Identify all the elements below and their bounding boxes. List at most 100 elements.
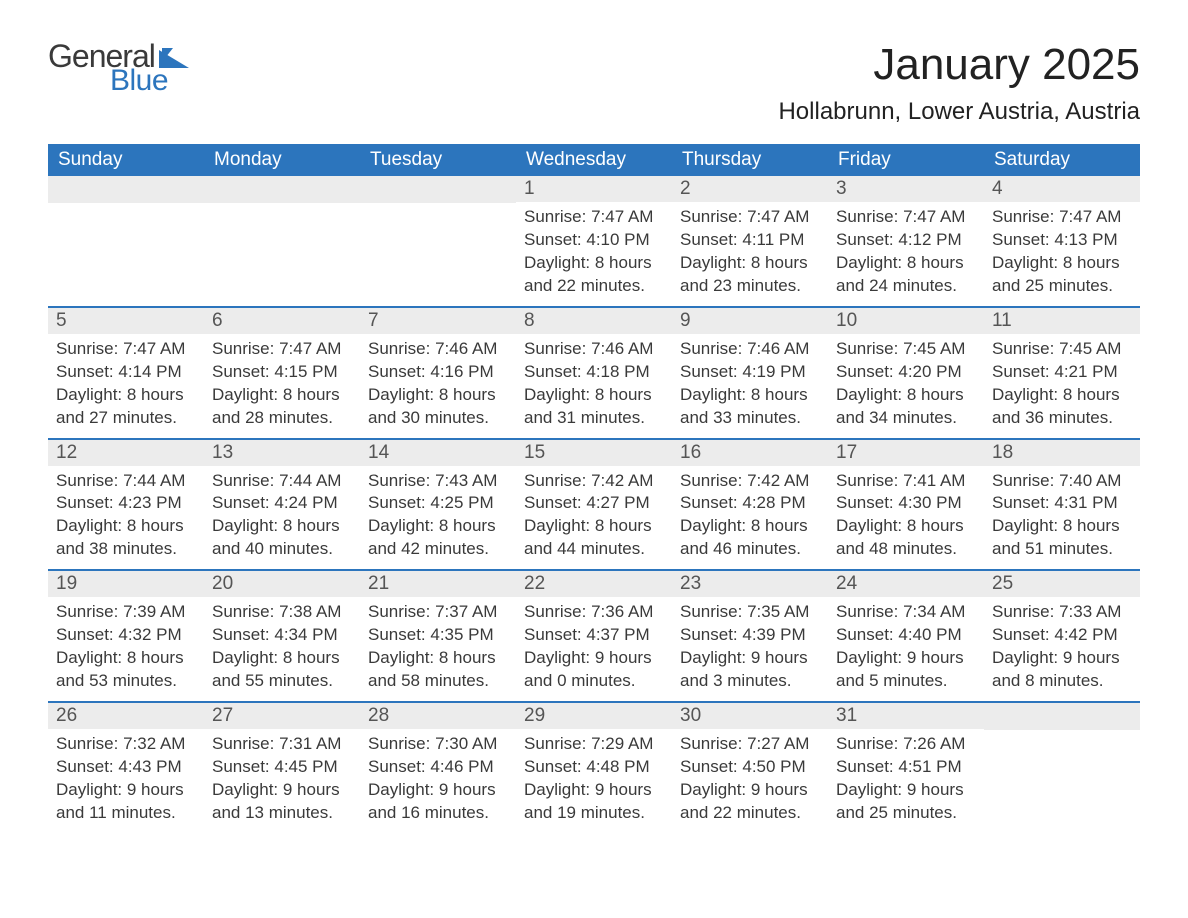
day-number: 30	[672, 703, 828, 729]
calendar-cell: 21 Sunrise: 7:37 AM Sunset: 4:35 PM Dayl…	[360, 569, 516, 701]
day-details: Sunrise: 7:37 AM Sunset: 4:35 PM Dayligh…	[360, 597, 516, 701]
calendar-cell: 19 Sunrise: 7:39 AM Sunset: 4:32 PM Dayl…	[48, 569, 204, 701]
sunset-text: Sunset: 4:39 PM	[680, 624, 820, 647]
sunset-text: Sunset: 4:31 PM	[992, 492, 1132, 515]
daylight-text-1: Daylight: 9 hours	[680, 779, 820, 802]
daylight-text-1: Daylight: 8 hours	[680, 384, 820, 407]
sunrise-text: Sunrise: 7:47 AM	[836, 206, 976, 229]
daylight-text-2: and 46 minutes.	[680, 538, 820, 561]
sunset-text: Sunset: 4:37 PM	[524, 624, 664, 647]
calendar-cell: 20 Sunrise: 7:38 AM Sunset: 4:34 PM Dayl…	[204, 569, 360, 701]
calendar-cell: 3 Sunrise: 7:47 AM Sunset: 4:12 PM Dayli…	[828, 176, 984, 306]
daylight-text-1: Daylight: 8 hours	[368, 384, 508, 407]
daylight-text-1: Daylight: 8 hours	[992, 515, 1132, 538]
daylight-text-2: and 27 minutes.	[56, 407, 196, 430]
month-title: January 2025	[778, 40, 1140, 90]
daylight-text-2: and 36 minutes.	[992, 407, 1132, 430]
day-details: Sunrise: 7:42 AM Sunset: 4:28 PM Dayligh…	[672, 466, 828, 570]
daylight-text-2: and 23 minutes.	[680, 275, 820, 298]
sunrise-text: Sunrise: 7:26 AM	[836, 733, 976, 756]
daylight-text-1: Daylight: 8 hours	[524, 384, 664, 407]
daylight-text-1: Daylight: 8 hours	[524, 515, 664, 538]
daylight-text-1: Daylight: 9 hours	[836, 779, 976, 802]
sunrise-text: Sunrise: 7:46 AM	[524, 338, 664, 361]
day-number: 3	[828, 176, 984, 202]
empty-day-header	[48, 176, 204, 203]
day-details: Sunrise: 7:41 AM Sunset: 4:30 PM Dayligh…	[828, 466, 984, 570]
sunrise-text: Sunrise: 7:45 AM	[992, 338, 1132, 361]
sunrise-text: Sunrise: 7:34 AM	[836, 601, 976, 624]
calendar-cell: 18 Sunrise: 7:40 AM Sunset: 4:31 PM Dayl…	[984, 438, 1140, 570]
daylight-text-2: and 8 minutes.	[992, 670, 1132, 693]
daylight-text-1: Daylight: 9 hours	[524, 647, 664, 670]
day-number: 2	[672, 176, 828, 202]
calendar-cell: 25 Sunrise: 7:33 AM Sunset: 4:42 PM Dayl…	[984, 569, 1140, 701]
day-details: Sunrise: 7:40 AM Sunset: 4:31 PM Dayligh…	[984, 466, 1140, 570]
day-details: Sunrise: 7:46 AM Sunset: 4:16 PM Dayligh…	[360, 334, 516, 438]
sunset-text: Sunset: 4:40 PM	[836, 624, 976, 647]
sunset-text: Sunset: 4:27 PM	[524, 492, 664, 515]
day-number: 17	[828, 440, 984, 466]
weekday-header-row: Sunday Monday Tuesday Wednesday Thursday…	[48, 144, 1140, 176]
calendar-cell	[48, 176, 204, 306]
daylight-text-2: and 38 minutes.	[56, 538, 196, 561]
day-number: 25	[984, 571, 1140, 597]
calendar-cell: 10 Sunrise: 7:45 AM Sunset: 4:20 PM Dayl…	[828, 306, 984, 438]
daylight-text-2: and 22 minutes.	[524, 275, 664, 298]
day-details: Sunrise: 7:33 AM Sunset: 4:42 PM Dayligh…	[984, 597, 1140, 701]
daylight-text-2: and 30 minutes.	[368, 407, 508, 430]
day-details: Sunrise: 7:46 AM Sunset: 4:18 PM Dayligh…	[516, 334, 672, 438]
day-details: Sunrise: 7:47 AM Sunset: 4:10 PM Dayligh…	[516, 202, 672, 306]
sunrise-text: Sunrise: 7:27 AM	[680, 733, 820, 756]
calendar-cell: 28 Sunrise: 7:30 AM Sunset: 4:46 PM Dayl…	[360, 701, 516, 833]
day-number: 23	[672, 571, 828, 597]
sunrise-text: Sunrise: 7:37 AM	[368, 601, 508, 624]
calendar-cell: 11 Sunrise: 7:45 AM Sunset: 4:21 PM Dayl…	[984, 306, 1140, 438]
calendar-cell	[984, 701, 1140, 833]
day-details: Sunrise: 7:45 AM Sunset: 4:21 PM Dayligh…	[984, 334, 1140, 438]
empty-day-header	[984, 703, 1140, 730]
calendar-cell: 1 Sunrise: 7:47 AM Sunset: 4:10 PM Dayli…	[516, 176, 672, 306]
calendar-cell: 16 Sunrise: 7:42 AM Sunset: 4:28 PM Dayl…	[672, 438, 828, 570]
sunset-text: Sunset: 4:43 PM	[56, 756, 196, 779]
day-details: Sunrise: 7:34 AM Sunset: 4:40 PM Dayligh…	[828, 597, 984, 701]
sunset-text: Sunset: 4:45 PM	[212, 756, 352, 779]
sunset-text: Sunset: 4:14 PM	[56, 361, 196, 384]
daylight-text-1: Daylight: 8 hours	[368, 647, 508, 670]
daylight-text-1: Daylight: 8 hours	[680, 515, 820, 538]
daylight-text-1: Daylight: 9 hours	[680, 647, 820, 670]
daylight-text-2: and 55 minutes.	[212, 670, 352, 693]
day-details: Sunrise: 7:46 AM Sunset: 4:19 PM Dayligh…	[672, 334, 828, 438]
sunset-text: Sunset: 4:46 PM	[368, 756, 508, 779]
calendar-cell: 2 Sunrise: 7:47 AM Sunset: 4:11 PM Dayli…	[672, 176, 828, 306]
sunrise-text: Sunrise: 7:47 AM	[56, 338, 196, 361]
logo-text-blue: Blue	[110, 66, 189, 96]
daylight-text-2: and 3 minutes.	[680, 670, 820, 693]
daylight-text-2: and 13 minutes.	[212, 802, 352, 825]
calendar-cell: 7 Sunrise: 7:46 AM Sunset: 4:16 PM Dayli…	[360, 306, 516, 438]
sunrise-text: Sunrise: 7:38 AM	[212, 601, 352, 624]
calendar-cell: 22 Sunrise: 7:36 AM Sunset: 4:37 PM Dayl…	[516, 569, 672, 701]
day-number: 14	[360, 440, 516, 466]
day-number: 13	[204, 440, 360, 466]
sunset-text: Sunset: 4:25 PM	[368, 492, 508, 515]
daylight-text-2: and 28 minutes.	[212, 407, 352, 430]
calendar-week-row: 5 Sunrise: 7:47 AM Sunset: 4:14 PM Dayli…	[48, 306, 1140, 438]
weekday-header: Tuesday	[360, 144, 516, 176]
daylight-text-2: and 42 minutes.	[368, 538, 508, 561]
sunset-text: Sunset: 4:35 PM	[368, 624, 508, 647]
sunset-text: Sunset: 4:23 PM	[56, 492, 196, 515]
sunset-text: Sunset: 4:32 PM	[56, 624, 196, 647]
daylight-text-2: and 31 minutes.	[524, 407, 664, 430]
sunrise-text: Sunrise: 7:46 AM	[680, 338, 820, 361]
daylight-text-1: Daylight: 8 hours	[212, 647, 352, 670]
daylight-text-1: Daylight: 9 hours	[56, 779, 196, 802]
location: Hollabrunn, Lower Austria, Austria	[778, 98, 1140, 126]
sunrise-text: Sunrise: 7:42 AM	[524, 470, 664, 493]
day-number: 9	[672, 308, 828, 334]
sunset-text: Sunset: 4:11 PM	[680, 229, 820, 252]
sunset-text: Sunset: 4:24 PM	[212, 492, 352, 515]
sunrise-text: Sunrise: 7:43 AM	[368, 470, 508, 493]
daylight-text-1: Daylight: 8 hours	[212, 515, 352, 538]
day-details: Sunrise: 7:47 AM Sunset: 4:13 PM Dayligh…	[984, 202, 1140, 306]
